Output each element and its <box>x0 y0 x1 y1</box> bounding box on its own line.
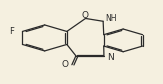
Text: N: N <box>107 52 114 61</box>
Text: O: O <box>81 11 88 20</box>
Text: NH: NH <box>105 14 117 23</box>
Text: O: O <box>62 60 69 69</box>
Text: F: F <box>9 27 14 36</box>
